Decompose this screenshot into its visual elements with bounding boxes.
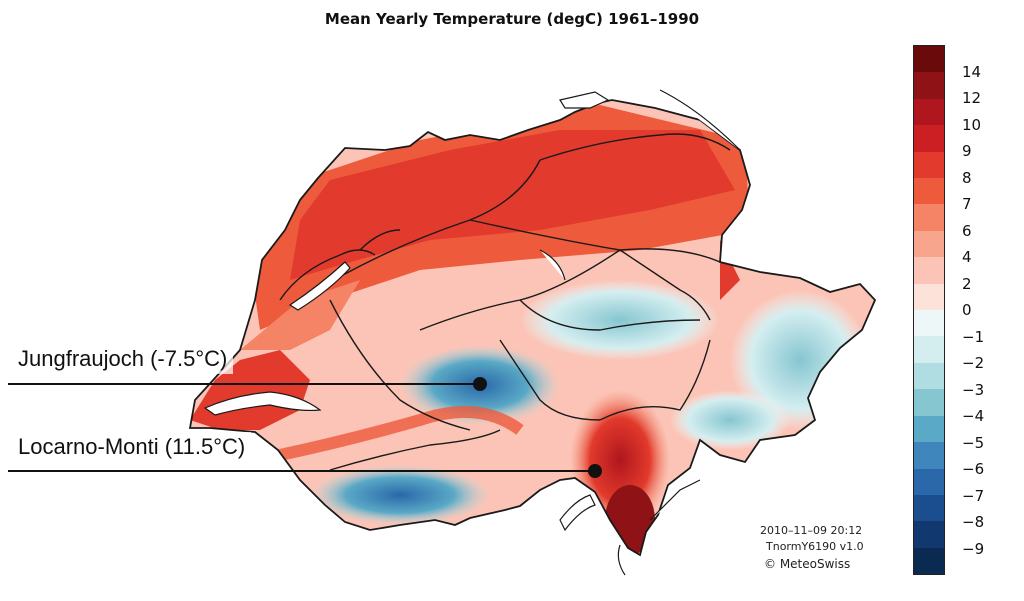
legend-swatch <box>914 230 944 258</box>
jungfraujoch-label: Jungfraujoch (-7.5°C) <box>12 344 234 374</box>
legend-swatch <box>914 98 944 126</box>
timestamp-credit: 2010–11–09 20:12 <box>760 524 863 537</box>
lakes-and-rivers <box>203 89 741 576</box>
legend-tick-label: 2 <box>962 274 972 293</box>
locarno-monti-marker <box>588 464 602 478</box>
legend-swatch <box>914 521 944 548</box>
legend-swatch <box>914 336 944 363</box>
jungfraujoch-marker <box>473 377 487 391</box>
legend-tick-label: 9 <box>962 142 972 160</box>
legend-tick-label: −4 <box>962 407 985 425</box>
legend-swatch <box>914 362 944 390</box>
legend-swatch <box>914 72 944 99</box>
legend-tick-label: 12 <box>962 89 982 107</box>
legend-tick-label: −2 <box>962 354 985 372</box>
legend-swatch <box>914 494 944 522</box>
legend-tick-label: 7 <box>962 195 972 213</box>
legend-swatch <box>914 310 944 337</box>
legend-tick-label: −7 <box>962 486 985 505</box>
legend-swatch <box>914 178 944 205</box>
legend-tick-label: 10 <box>962 115 982 134</box>
legend-swatch <box>914 547 944 575</box>
legend-swatch <box>914 151 944 179</box>
legend-tick-label: 8 <box>962 168 972 187</box>
annotation-lines <box>8 377 602 478</box>
legend-swatch <box>914 283 944 311</box>
legend-swatch <box>914 389 944 416</box>
legend-swatch <box>914 442 944 469</box>
color-legend-bar <box>913 45 945 575</box>
legend-tick-label: −9 <box>962 539 985 558</box>
locarno-monti-label: Locarno-Monti (11.5°C) <box>12 432 252 462</box>
region-borders <box>189 99 876 556</box>
legend-swatch <box>914 204 944 231</box>
legend-tick-label: −5 <box>962 433 985 452</box>
legend-swatch <box>914 468 944 495</box>
legend-tick-label: 0 <box>962 301 972 319</box>
legend-swatch <box>914 415 944 443</box>
legend-tick-label: −3 <box>962 380 985 399</box>
legend-swatch <box>914 125 944 152</box>
legend-swatch <box>914 257 944 284</box>
legend-tick-label: −6 <box>962 460 985 478</box>
legend-swatch <box>914 46 944 73</box>
legend-tick-label: −1 <box>962 327 985 346</box>
legend-tick-label: 14 <box>962 62 982 81</box>
legend-tick-label: 6 <box>962 221 972 240</box>
legend-tick-label: 4 <box>962 248 972 266</box>
copyright-credit: © MeteoSwiss <box>764 557 851 571</box>
legend-tick-label: −8 <box>962 513 985 531</box>
map-title: Mean Yearly Temperature (degC) 1961–1990 <box>324 10 700 28</box>
product-credit: TnormY6190 v1.0 <box>766 540 864 553</box>
